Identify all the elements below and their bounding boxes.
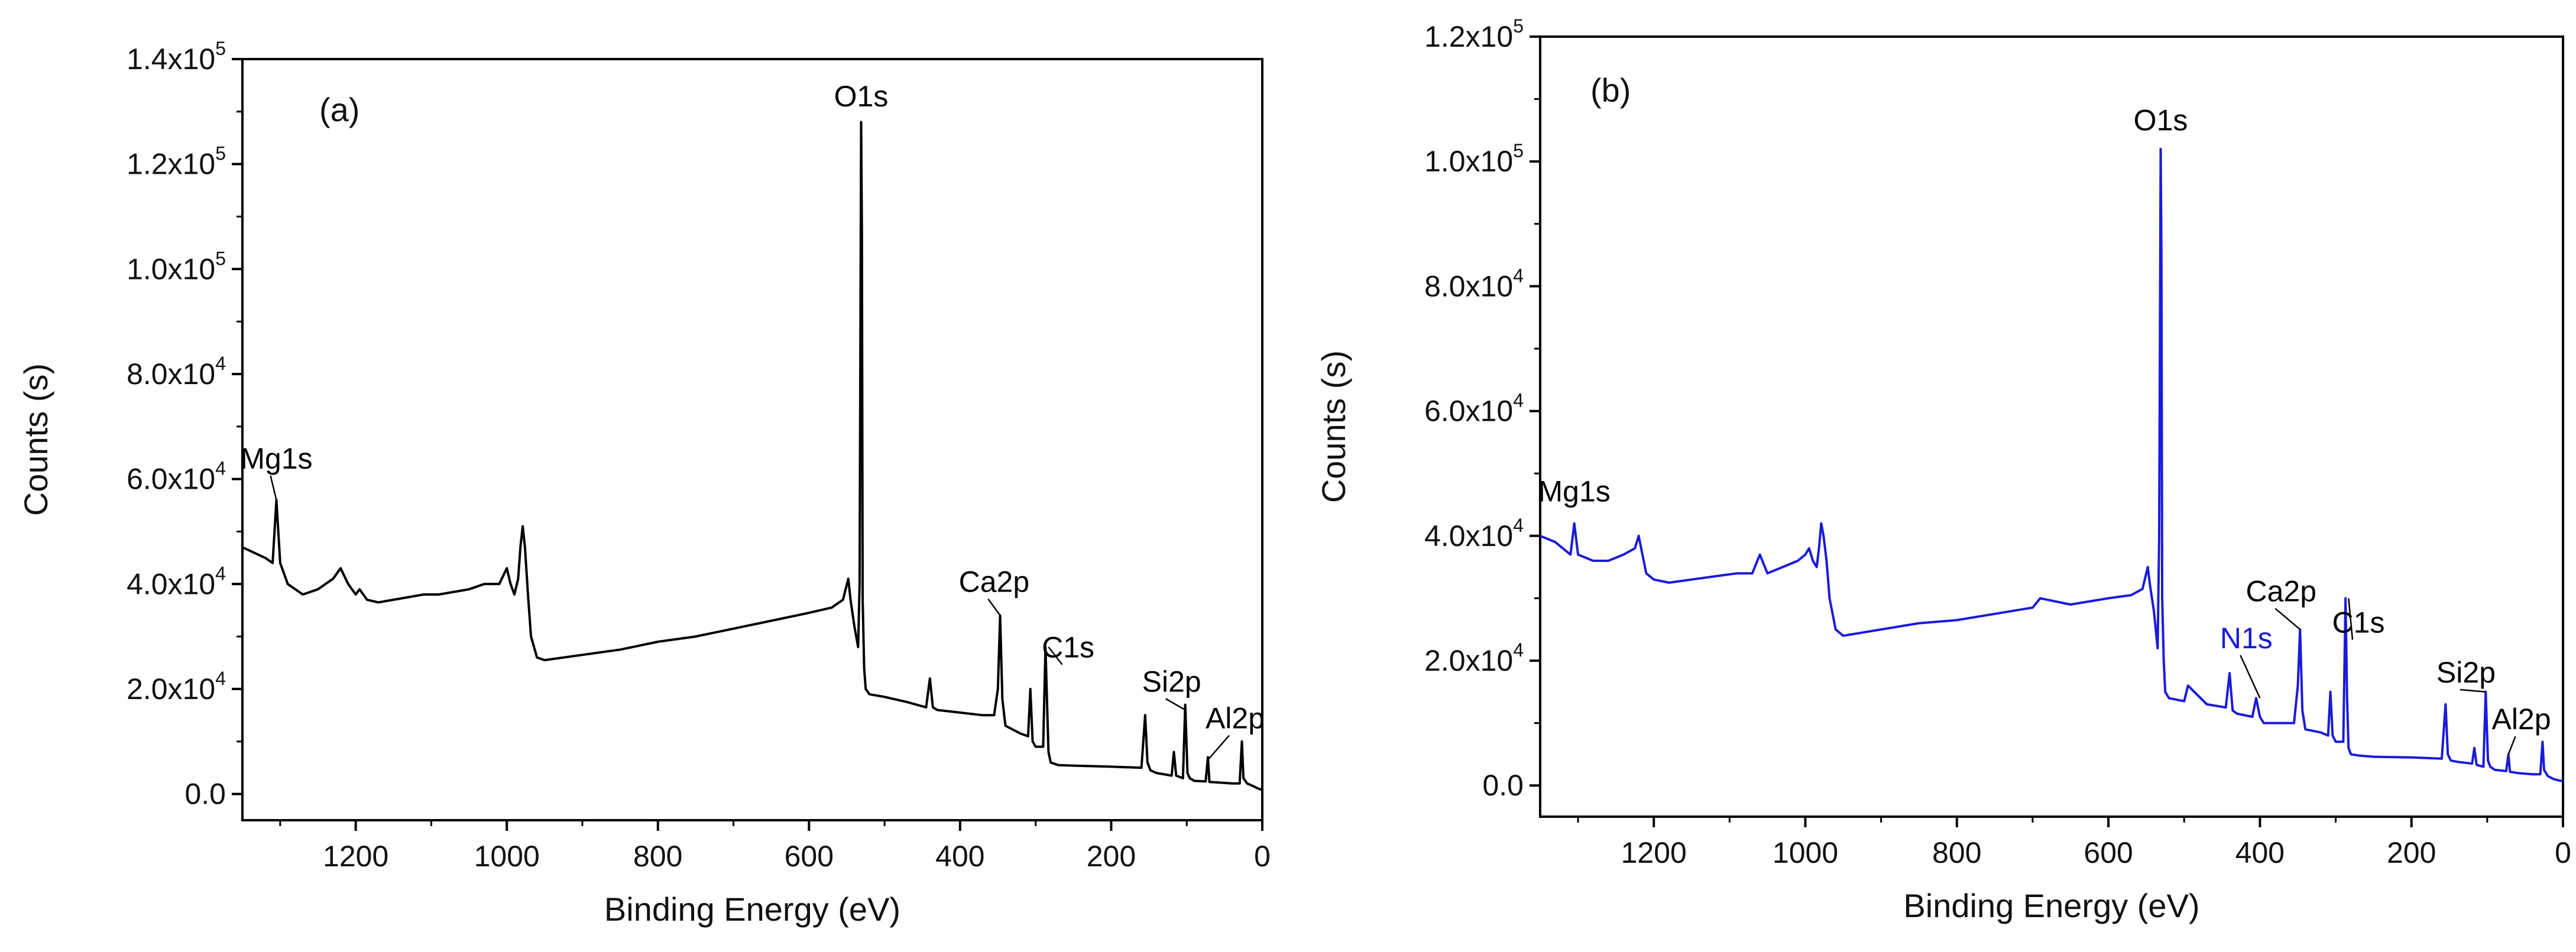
chart-panel-b: 1200 1000 800 600 400 200 00.02.0x1044.0x1046.… [1315,15,2571,924]
y-tick-exponent: 4 [215,353,226,374]
y-tick-label: 2.0x104 [1424,639,1524,677]
y-axis-title: Counts (s) [1315,350,1352,503]
y-tick-mantissa: 1.2x10 [1424,20,1513,53]
x-tick-label: 0 [2555,836,2571,869]
peak-leader-line [1165,698,1186,711]
plot-frame [1539,35,2564,818]
y-tick-label: 1.2x105 [1424,15,1524,53]
peak-label-si2p: Si2p [2436,656,2496,689]
peak-label-mg1s: Mg1s [1538,475,1611,508]
x-tick-label: 0 [1254,840,1271,873]
y-tick-exponent: 4 [1513,515,1524,536]
y-axis-title: Counts (s) [17,363,54,516]
x-tick-label: 200 [2387,836,2436,869]
peak-leader-line [2507,736,2516,755]
y-tick-label: 6.0x104 [1424,390,1524,428]
y-tick-exponent: 4 [215,668,226,689]
peak-label-o1s: O1s [834,80,889,113]
y-tick-mantissa: 6.0x10 [127,463,215,496]
x-tick-label: 600 [785,840,834,873]
peak-leader-line [987,598,1001,616]
y-tick-exponent: 4 [215,563,226,584]
y-tick-exponent: 5 [215,38,226,59]
x-axis-title: Binding Energy (eV) [604,891,900,928]
y-tick-label: 8.0x104 [1424,265,1524,303]
peak-label-ca2p: Ca2p [959,566,1030,599]
y-tick-mantissa: 0.0 [1482,769,1524,802]
y-tick-mantissa: 6.0x10 [1424,395,1513,428]
peak-label-n1s: N1s [2220,622,2273,655]
peak-label-mg1s: Mg1s [240,442,312,475]
peak-label-si2p: Si2p [1142,665,1201,698]
y-tick-mantissa: 1.0x10 [127,252,215,285]
peak-label-o1s: O1s [2134,103,2188,137]
y-tick-label: 0.0 [184,778,226,811]
y-tick-label: 1.0x105 [1424,140,1524,178]
peak-leader-line [1207,735,1230,761]
y-tick-exponent: 4 [1513,639,1524,661]
x-tick-label: 800 [1932,836,1981,869]
x-tick-label: 800 [633,840,682,873]
peak-label-al2p: Al2p [2491,703,2551,736]
peak-leader-line [270,475,277,501]
y-tick-exponent: 5 [1513,140,1524,161]
panel-label: (a) [319,91,359,128]
y-tick-label: 4.0x104 [1424,515,1524,553]
y-tick-exponent: 4 [215,458,226,479]
x-tick-label: 600 [2084,836,2133,869]
chart-panel-a: 1200 1000 800 600 400 200 00.02.0x1044.0x1046.… [17,38,1271,928]
y-tick-label: 6.0x104 [127,458,226,496]
y-tick-label: 2.0x104 [127,668,226,706]
y-tick-mantissa: 8.0x10 [1424,269,1513,303]
spectrum-line [1540,148,2564,782]
x-tick-label: 1000 [474,840,540,873]
y-tick-mantissa: 4.0x10 [127,567,215,600]
y-tick-exponent: 4 [1513,265,1524,286]
peak-leader-line [2240,655,2261,698]
y-tick-label: 8.0x104 [127,353,226,391]
y-tick-mantissa: 2.0x10 [127,672,215,706]
x-tick-label: 200 [1087,840,1136,873]
x-axis-title: Binding Energy (eV) [1903,887,2199,924]
y-tick-mantissa: 0.0 [184,778,226,811]
y-tick-exponent: 5 [215,248,226,269]
x-tick-label: 1200 [323,840,388,873]
peak-leader-line [2348,598,2354,640]
y-tick-exponent: 4 [1513,390,1524,411]
panel-label: (b) [1590,72,1631,109]
peak-leader-line [2274,607,2301,631]
peak-label-c1s: C1s [2332,606,2385,639]
y-tick-mantissa: 1.2x10 [127,148,215,181]
x-tick-label: 1000 [1773,836,1838,869]
y-tick-label: 1.2x105 [127,143,226,181]
plot-frame [241,58,1263,821]
y-tick-exponent: 5 [1513,15,1524,37]
x-tick-label: 400 [2235,836,2285,869]
spectrum-line [242,121,1263,791]
x-tick-label: 400 [935,840,984,873]
x-tick-label: 1200 [1621,836,1687,869]
peak-leader-line [1048,646,1063,665]
peak-label-al2p: Al2p [1206,702,1265,735]
y-tick-exponent: 5 [215,143,226,164]
y-tick-label: 0.0 [1482,769,1524,802]
y-tick-mantissa: 1.4x10 [127,43,215,76]
peak-label-ca2p: Ca2p [2246,575,2317,608]
y-tick-label: 1.0x105 [127,248,226,285]
y-tick-mantissa: 1.0x10 [1424,145,1513,178]
y-tick-mantissa: 8.0x10 [127,358,215,391]
peak-leader-line [2460,688,2486,693]
y-tick-label: 4.0x104 [127,563,226,600]
y-tick-mantissa: 4.0x10 [1424,519,1513,553]
y-tick-mantissa: 2.0x10 [1424,644,1513,677]
y-tick-label: 1.4x105 [127,38,226,76]
peak-label-c1s: C1s [1042,631,1094,664]
